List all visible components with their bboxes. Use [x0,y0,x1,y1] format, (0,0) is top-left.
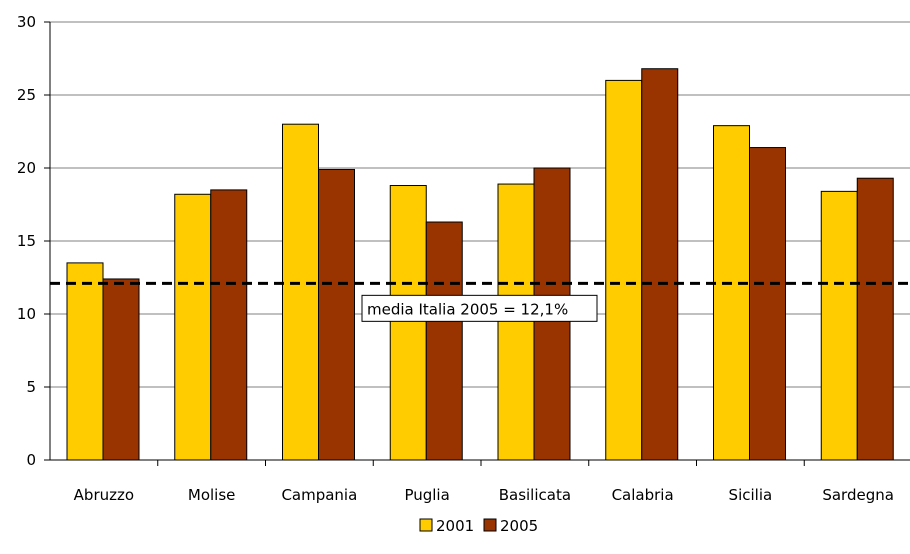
bar-2001-basilicata [497,183,535,461]
bar-2001-molise [174,193,212,461]
bar-2001-puglia [389,185,427,461]
bar-2005-abruzzo [102,278,140,461]
bar-2001-abruzzo [66,262,104,461]
axes: 0 5 10 15 20 25 30 Abruzzo Molise Campania Puglia B… [17,13,910,504]
bar-2005-campania [318,168,355,461]
legend-swatch-2001 [419,518,433,532]
legend-swatch-2005 [483,518,497,532]
x-tick-label: Puglia [404,486,449,504]
bar-2005-sardegna [856,177,894,461]
x-tick-label: Sicilia [729,486,773,504]
x-tick-label: Sardegna [822,486,894,504]
x-tick-label: Basilicata [499,486,571,504]
legend-label-2001: 2001 [436,517,474,535]
bar-2005-molise [210,189,248,461]
y-tick-label: 20 [17,159,36,177]
bar-2005-puglia [425,221,463,461]
legend-label-2005: 2005 [500,517,538,535]
y-tick-label: 0 [26,451,36,469]
reference-line-group: media Italia 2005 = 12,1% [50,281,910,322]
y-tick-label: 10 [17,305,36,323]
bar-2005-calabria [641,68,679,461]
bar-2005-sicilia [749,147,786,461]
bars [66,68,894,461]
bar-2001-sicilia [713,125,750,461]
x-tick-label: Calabria [612,486,674,504]
x-tick-label: Abruzzo [74,486,134,504]
bar-2001-campania [282,123,319,461]
bar-2001-sardegna [820,190,858,461]
x-tick-label: Molise [188,486,236,504]
bar-2001-calabria [605,79,643,461]
y-tick-label: 30 [17,13,36,31]
legend: 2001 2005 [419,517,538,535]
reference-label-box [361,294,598,322]
x-tick-label: Campania [281,486,357,504]
y-tick-label: 25 [17,86,36,104]
y-tick-label: 5 [26,378,36,396]
reference-label: media Italia 2005 = 12,1% [367,300,568,318]
y-tick-label: 15 [17,232,36,250]
